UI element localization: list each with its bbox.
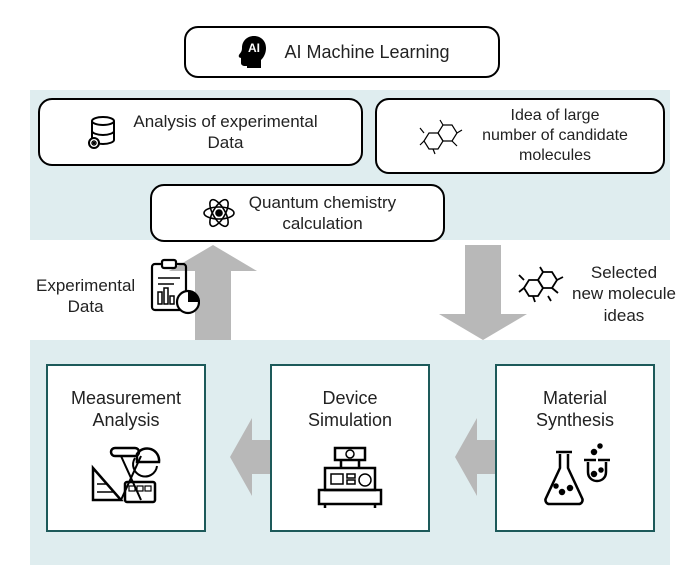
node-material-label: MaterialSynthesis: [536, 387, 614, 432]
node-candidates-label: Idea of largenumber of candidatemolecule…: [482, 106, 628, 166]
node-measurement: MeasurementAnalysis: [46, 364, 206, 532]
analysis-tools-icon: [87, 440, 165, 510]
experimental-data-label: ExperimentalData: [36, 275, 135, 318]
node-candidates: Idea of largenumber of candidatemolecule…: [375, 98, 665, 174]
node-material: MaterialSynthesis: [495, 364, 655, 532]
node-ai: AI AI Machine Learning: [184, 26, 500, 78]
node-quantum-label: Quantum chemistrycalculation: [249, 192, 396, 235]
selected-molecule-icon: [512, 258, 570, 315]
atom-icon: [199, 193, 239, 233]
database-icon: [83, 112, 123, 152]
molecule-icon: [412, 111, 472, 161]
ai-head-icon: AI: [234, 32, 274, 72]
node-analysis: Analysis of experimentalData: [38, 98, 363, 166]
node-quantum: Quantum chemistrycalculation: [150, 184, 445, 242]
node-measurement-label: MeasurementAnalysis: [71, 387, 181, 432]
machine-icon: [311, 440, 389, 510]
clipboard-chart-icon: [148, 258, 200, 321]
node-device-label: DeviceSimulation: [308, 387, 392, 432]
flask-icon: [536, 440, 614, 510]
node-ai-label: AI Machine Learning: [284, 41, 449, 64]
node-analysis-label: Analysis of experimentalData: [133, 111, 317, 154]
selected-molecule-label: Selectednew moleculeideas: [572, 262, 676, 326]
node-device: DeviceSimulation: [270, 364, 430, 532]
svg-text:AI: AI: [248, 41, 260, 55]
